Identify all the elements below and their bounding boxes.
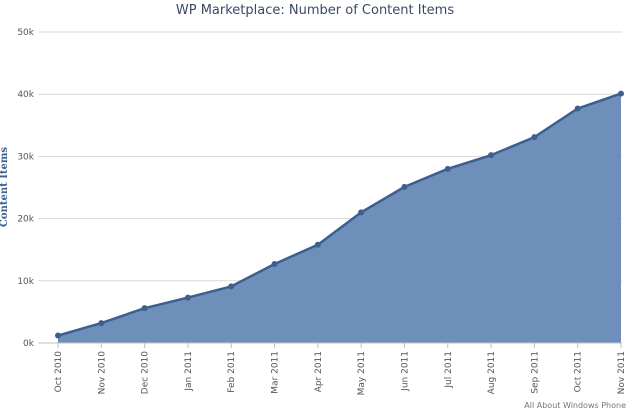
x-tick-label: Dec 2010 [141, 351, 151, 394]
area-fill [58, 93, 621, 343]
data-point [184, 294, 191, 301]
y-tick-label: 40k [17, 90, 34, 100]
x-tick-label: Apr 2011 [314, 351, 324, 392]
data-point [98, 320, 105, 327]
x-tick-label: Feb 2011 [227, 351, 237, 393]
y-tick-label: 20k [17, 215, 34, 225]
x-tick-label: Jan 2011 [184, 351, 194, 392]
x-tick-label: Oct 2011 [574, 351, 584, 392]
y-tick-label: 30k [17, 152, 34, 162]
y-axis-ticks: 0k 10k 20k 30k 40k 50k [17, 28, 34, 349]
x-tick-label: Nov 2010 [97, 351, 107, 395]
series-line [57, 92, 622, 337]
credit-text: All About Windows Phone [524, 401, 626, 410]
data-point [271, 261, 278, 268]
data-point [141, 305, 148, 312]
y-axis-label: Content Items [0, 147, 10, 227]
data-point [55, 332, 61, 339]
x-tick-label: Jun 2011 [400, 351, 410, 392]
x-tick-label: May 2011 [357, 351, 367, 395]
x-tick-label: Aug 2011 [487, 351, 497, 394]
x-tick-label: Oct 2010 [54, 351, 64, 393]
chart-title: WP Marketplace: Number of Content Items [176, 3, 454, 18]
data-point [401, 183, 408, 190]
x-tick-label: Mar 2011 [271, 351, 281, 394]
data-point [228, 283, 235, 290]
y-tick-label: 10k [17, 277, 34, 287]
data-point [531, 134, 538, 141]
data-point [358, 209, 365, 216]
data-point [444, 165, 451, 172]
x-tick-label: Nov 2011 [617, 351, 627, 394]
y-tick-label: 0k [23, 339, 35, 349]
data-point [314, 241, 321, 248]
x-tick-label: Jul 2011 [444, 351, 454, 389]
data-point [618, 90, 624, 97]
y-tick-label: 50k [17, 28, 34, 38]
x-axis [38, 342, 622, 348]
data-area [55, 90, 624, 343]
x-tick-label: Sep 2011 [530, 351, 540, 394]
data-point [488, 152, 495, 159]
data-point [574, 105, 581, 112]
x-axis-ticks: Oct 2010 Nov 2010 Dec 2010 Jan 2011 Feb 2011… [54, 351, 627, 396]
